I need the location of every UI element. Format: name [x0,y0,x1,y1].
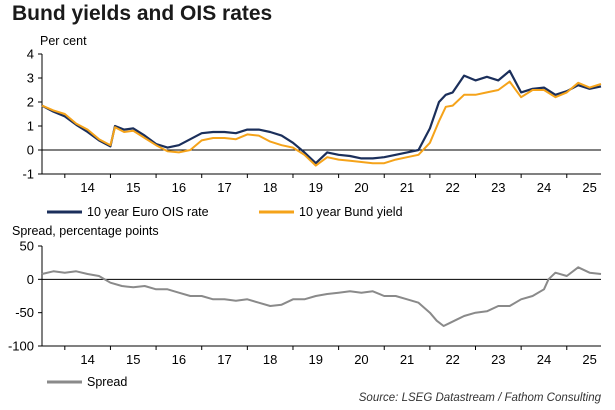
legend-bund-label: 10 year Bund yield [299,205,403,219]
spread-series-line [41,266,602,327]
x-tick-label: 23 [491,180,505,195]
x-tick-label: 17 [217,180,231,195]
x-tick-label: 22 [445,180,459,195]
x-tick-label: 24 [537,352,551,367]
y-tick-label: 0 [27,143,34,158]
x-tick-label: 21 [400,180,414,195]
x-tick-label: 17 [217,352,231,367]
x-tick-label: 25 [582,352,596,367]
bottom-y-axis: -100 -50 0 50 [8,239,42,354]
x-tick-label: 25 [582,180,596,195]
bottom-plot-area [41,266,602,327]
x-tick-label: 22 [445,352,459,367]
y-tick-label: -100 [8,339,34,354]
ois-series-line [41,69,602,165]
x-tick-label: 23 [491,352,505,367]
x-tick-label: 18 [263,180,277,195]
y-tick-label: 1 [27,119,34,134]
x-tick-label: 21 [400,352,414,367]
x-tick-label: 15 [126,180,140,195]
chart-title: Bund yields and OIS rates [12,2,273,25]
top-y-axis: -1 0 1 2 3 4 [22,47,42,182]
x-tick-label: 15 [126,352,140,367]
top-ylabel: Per cent [40,34,87,48]
x-tick-label: 14 [80,180,94,195]
y-tick-label: 3 [27,71,34,86]
x-tick-label: 14 [80,352,94,367]
top-plot-area [41,69,602,167]
x-tick-label: 24 [537,180,551,195]
bund-series-line [41,80,602,167]
legend-ois-label: 10 year Euro OIS rate [87,205,209,219]
x-tick-label: 19 [309,180,323,195]
y-tick-label: 2 [27,95,34,110]
x-tick-label: 16 [172,180,186,195]
x-tick-label: 18 [263,352,277,367]
x-tick-label: 16 [172,352,186,367]
x-tick-label: 20 [354,180,368,195]
bottom-x-axis: 14 15 16 17 18 19 20 21 22 23 24 25 [64,346,597,367]
y-tick-label: 4 [27,47,34,62]
legend-spread-label: Spread [87,375,127,389]
y-tick-label: 50 [20,239,34,254]
top-x-axis: 14 15 16 17 18 19 20 21 22 23 24 25 [64,174,597,195]
source-note: Source: LSEG Datastream / Fathom Consult… [358,392,601,404]
y-tick-label: -50 [15,305,34,320]
x-tick-label: 20 [354,352,368,367]
y-tick-label: 0 [27,272,34,287]
y-tick-label: -1 [22,167,34,182]
x-tick-label: 19 [309,352,323,367]
bottom-ylabel: Spread, percentage points [12,224,159,238]
